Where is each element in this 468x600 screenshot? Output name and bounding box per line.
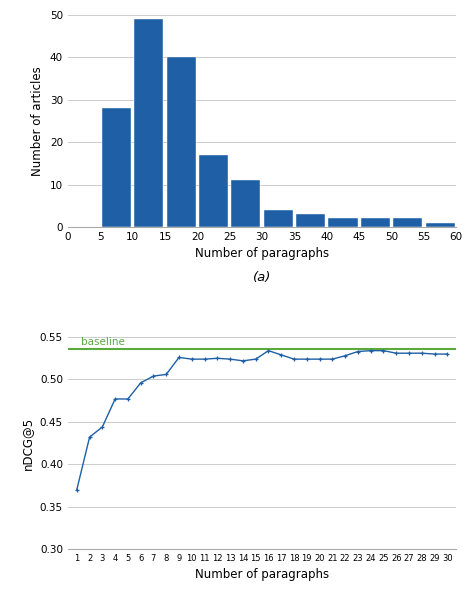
Bar bbox=[167, 58, 196, 227]
Bar bbox=[296, 214, 325, 227]
Bar bbox=[263, 210, 293, 227]
X-axis label: Number of paragraphs: Number of paragraphs bbox=[195, 568, 329, 581]
Y-axis label: nDCG@5: nDCG@5 bbox=[22, 416, 34, 470]
Bar bbox=[134, 19, 163, 227]
Bar bbox=[231, 180, 261, 227]
Text: baseline: baseline bbox=[80, 337, 124, 347]
Bar bbox=[102, 108, 131, 227]
Y-axis label: Number of articles: Number of articles bbox=[31, 66, 44, 176]
Bar bbox=[329, 218, 358, 227]
X-axis label: Number of paragraphs: Number of paragraphs bbox=[195, 247, 329, 260]
Text: (a): (a) bbox=[253, 271, 271, 284]
Bar bbox=[425, 223, 455, 227]
Bar bbox=[393, 218, 422, 227]
Bar bbox=[199, 155, 228, 227]
Bar bbox=[361, 218, 390, 227]
